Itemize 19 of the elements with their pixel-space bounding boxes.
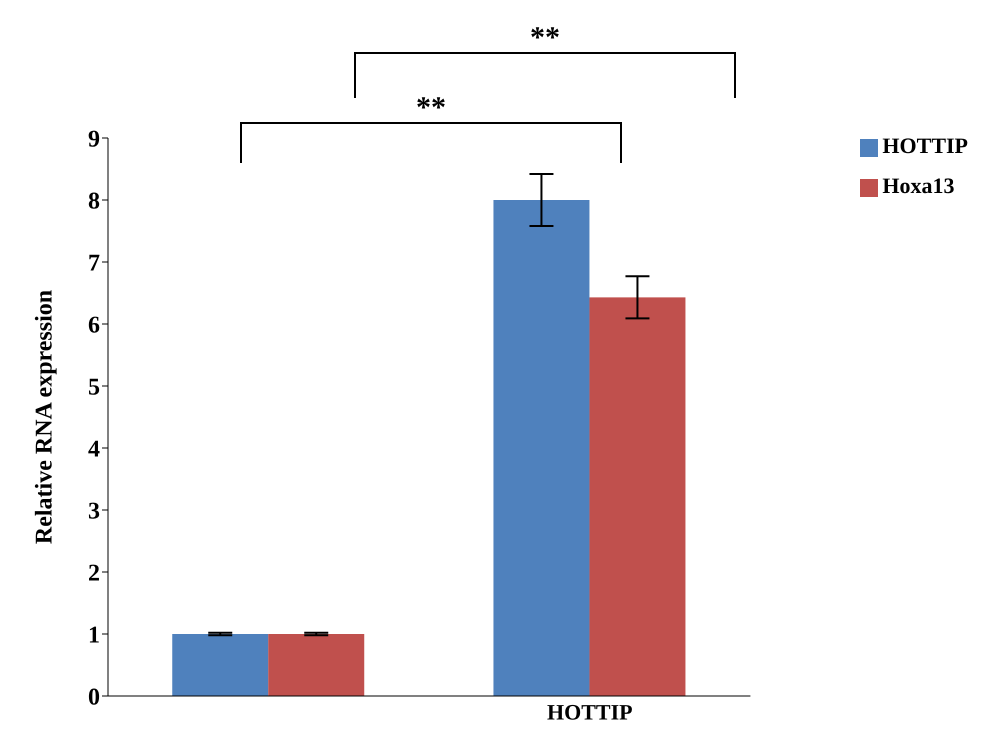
legend-label: Hoxa13 xyxy=(882,173,955,198)
y-tick-label: 3 xyxy=(88,498,100,525)
bar xyxy=(589,297,686,696)
y-tick-label: 2 xyxy=(88,560,100,587)
y-tick-label: 0 xyxy=(88,684,100,711)
bar xyxy=(268,634,364,696)
y-tick-label: 9 xyxy=(88,126,100,153)
y-tick-label: 7 xyxy=(88,250,100,277)
y-tick-label: 4 xyxy=(88,436,100,463)
y-tick-label: 5 xyxy=(88,374,100,401)
text: ** xyxy=(530,21,560,54)
y-tick-label: 1 xyxy=(88,622,100,649)
bar xyxy=(493,200,590,696)
y-tick-label: 8 xyxy=(88,188,100,215)
legend-label: HOTTIP xyxy=(882,133,968,158)
text: ** xyxy=(416,91,446,124)
y-axis-title: Relative RNA expression xyxy=(32,290,58,544)
y-tick-label: 6 xyxy=(88,312,100,339)
bar xyxy=(172,634,268,696)
